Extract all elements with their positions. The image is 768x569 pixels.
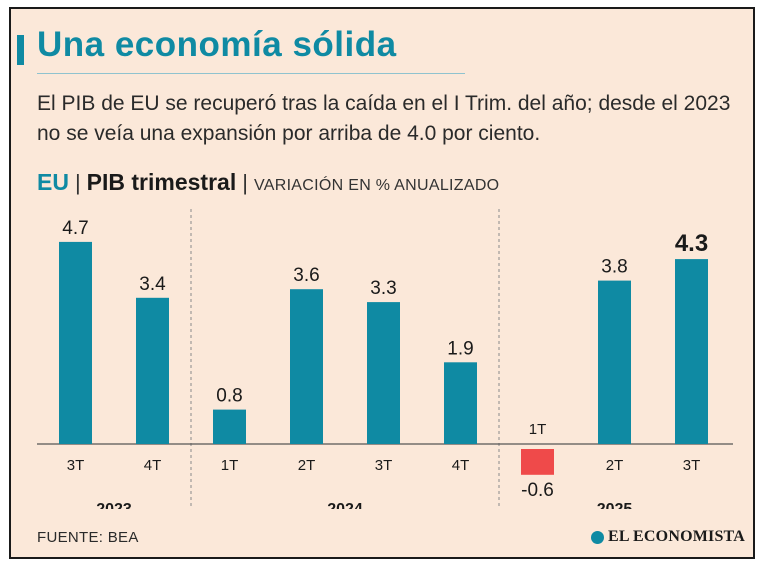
category-label: 1T <box>529 421 547 438</box>
category-label: 1T <box>221 457 239 474</box>
category-label: 4T <box>452 457 470 474</box>
chart-country: EU <box>37 169 69 195</box>
category-label: 2T <box>298 457 316 474</box>
value-label: 0.8 <box>216 386 242 407</box>
subtitle: El PIB de EU se recuperó tras la caída e… <box>37 92 731 145</box>
chart-header-separator: | <box>242 170 248 195</box>
value-label: 1.9 <box>447 338 473 359</box>
infographic-card: Una economía sólida El PIB de EU se recu… <box>9 7 755 559</box>
bar <box>598 280 631 444</box>
year-group-label: 2024 <box>327 501 363 509</box>
category-label: 4T <box>144 457 162 474</box>
year-group-label: 2023 <box>96 501 132 509</box>
value-label: 3.6 <box>293 265 319 286</box>
value-label: 4.3 <box>675 230 708 257</box>
bar <box>136 297 169 444</box>
value-label: 3.4 <box>139 274 166 295</box>
category-label: 3T <box>67 457 85 474</box>
brand-mark-icon <box>591 530 604 544</box>
source-note: FUENTE: BEA <box>37 529 139 546</box>
value-label: 3.8 <box>601 257 627 278</box>
title-divider <box>37 73 465 74</box>
bar <box>521 449 554 475</box>
brand-name: EL ECONOMISTA <box>608 528 745 545</box>
bar <box>59 241 92 444</box>
page-title: Una economía sólida <box>37 25 397 64</box>
value-label: -0.6 <box>521 480 554 501</box>
chart-header-separator: | <box>74 170 81 195</box>
bar <box>444 362 477 444</box>
bar-chart: 4.7 3T 3.4 4T 0.8 1T 3.6 2T 3.3 3T 1.9 4T -0.6 1T 3.8 2… <box>37 209 733 509</box>
value-label: 4.7 <box>62 218 88 239</box>
bar <box>367 302 400 444</box>
year-group-label: 2025 <box>597 501 633 509</box>
category-label: 3T <box>683 457 701 474</box>
value-label: 3.3 <box>370 278 396 299</box>
category-label: 2T <box>606 457 624 474</box>
chart-header: EU | PIB trimestral | VARIACIÓN EN % ANUALIZ… <box>37 169 499 196</box>
category-label: 3T <box>375 457 393 474</box>
bar <box>675 259 708 444</box>
bar <box>290 289 323 444</box>
brand-logo: EL ECONOMISTA <box>591 528 745 546</box>
chart-metric: PIB trimestral <box>86 169 237 195</box>
chart-unit: VARIACIÓN EN % ANUALIZADO <box>253 177 500 194</box>
title-accent-bar <box>17 35 24 65</box>
bar <box>213 409 246 444</box>
